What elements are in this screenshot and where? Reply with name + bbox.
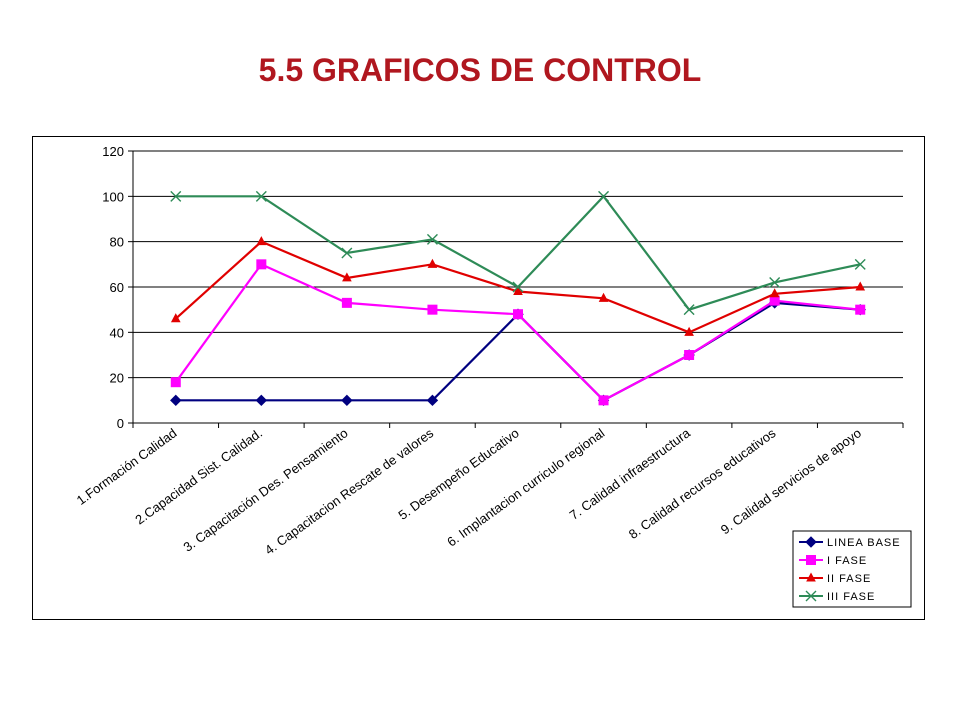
data-point-i-fase (341, 297, 352, 308)
data-point-ii-fase (684, 326, 694, 336)
data-point-ii-fase (170, 313, 181, 323)
data-point-linea-base (170, 394, 182, 407)
data-point-linea-base (426, 394, 439, 407)
legend-label: II FASE (827, 573, 871, 585)
data-point-i-fase (684, 350, 695, 360)
x-tick-label: 9. Calidad servicios de apoyo (718, 425, 864, 537)
data-point-ii-fase (855, 281, 866, 291)
x-tick-label: 4. Capacitacion Rescate de valores (262, 425, 437, 558)
data-point-iii-fase (598, 190, 610, 202)
y-tick-label: 60 (110, 280, 124, 295)
legend-label: LINEA BASE (827, 537, 901, 549)
data-point-i-fase (427, 304, 438, 315)
data-point-iii-fase (341, 247, 353, 259)
data-point-i-fase (513, 309, 523, 320)
legend-label: III FASE (827, 591, 875, 603)
data-point-iii-fase (854, 258, 866, 270)
data-point-i-fase (256, 259, 267, 270)
data-point-i-fase (170, 377, 181, 388)
data-point-ii-fase (342, 272, 352, 282)
x-tick-label: 6. Implantacion curriculo regional (444, 425, 607, 549)
legend-marker-linea-base (805, 536, 817, 548)
x-tick-label: 3. Capacitación Des. Pensamiento (180, 425, 350, 554)
data-point-iii-fase (426, 233, 438, 245)
data-point-i-fase (769, 295, 780, 306)
legend-marker-i-fase (806, 555, 816, 565)
data-point-ii-fase (513, 285, 523, 296)
y-tick-label: 100 (102, 189, 124, 204)
legend-marker-iii-fase (805, 590, 817, 602)
data-point-iii-fase (769, 276, 781, 288)
y-tick-label: 20 (110, 371, 124, 386)
data-point-iii-fase (255, 190, 267, 202)
y-tick-label: 120 (102, 144, 124, 159)
data-point-ii-fase (598, 292, 609, 302)
data-point-ii-fase (256, 236, 267, 246)
data-point-i-fase (855, 304, 866, 315)
data-point-ii-fase (769, 288, 780, 298)
y-tick-label: 80 (110, 235, 124, 250)
data-point-i-fase (598, 395, 609, 406)
chart-frame: 0 20 40 60 80 100 120 1.Formación Calidad 2.Capa… (32, 136, 925, 620)
data-point-iii-fase (170, 190, 182, 202)
data-point-iii-fase (512, 281, 524, 293)
page-title: 5.5 GRAFICOS DE CONTROL (258, 52, 702, 88)
x-tick-label: 8. Calidad recursos educativos (626, 425, 779, 542)
data-point-linea-base (341, 394, 353, 407)
data-point-ii-fase (427, 258, 438, 268)
legend-marker-ii-fase (806, 572, 816, 582)
data-point-iii-fase (683, 304, 695, 316)
y-tick-label: 40 (110, 325, 124, 340)
y-tick-label: 0 (117, 416, 124, 431)
legend-label: I FASE (827, 555, 867, 567)
data-point-linea-base (255, 394, 268, 407)
